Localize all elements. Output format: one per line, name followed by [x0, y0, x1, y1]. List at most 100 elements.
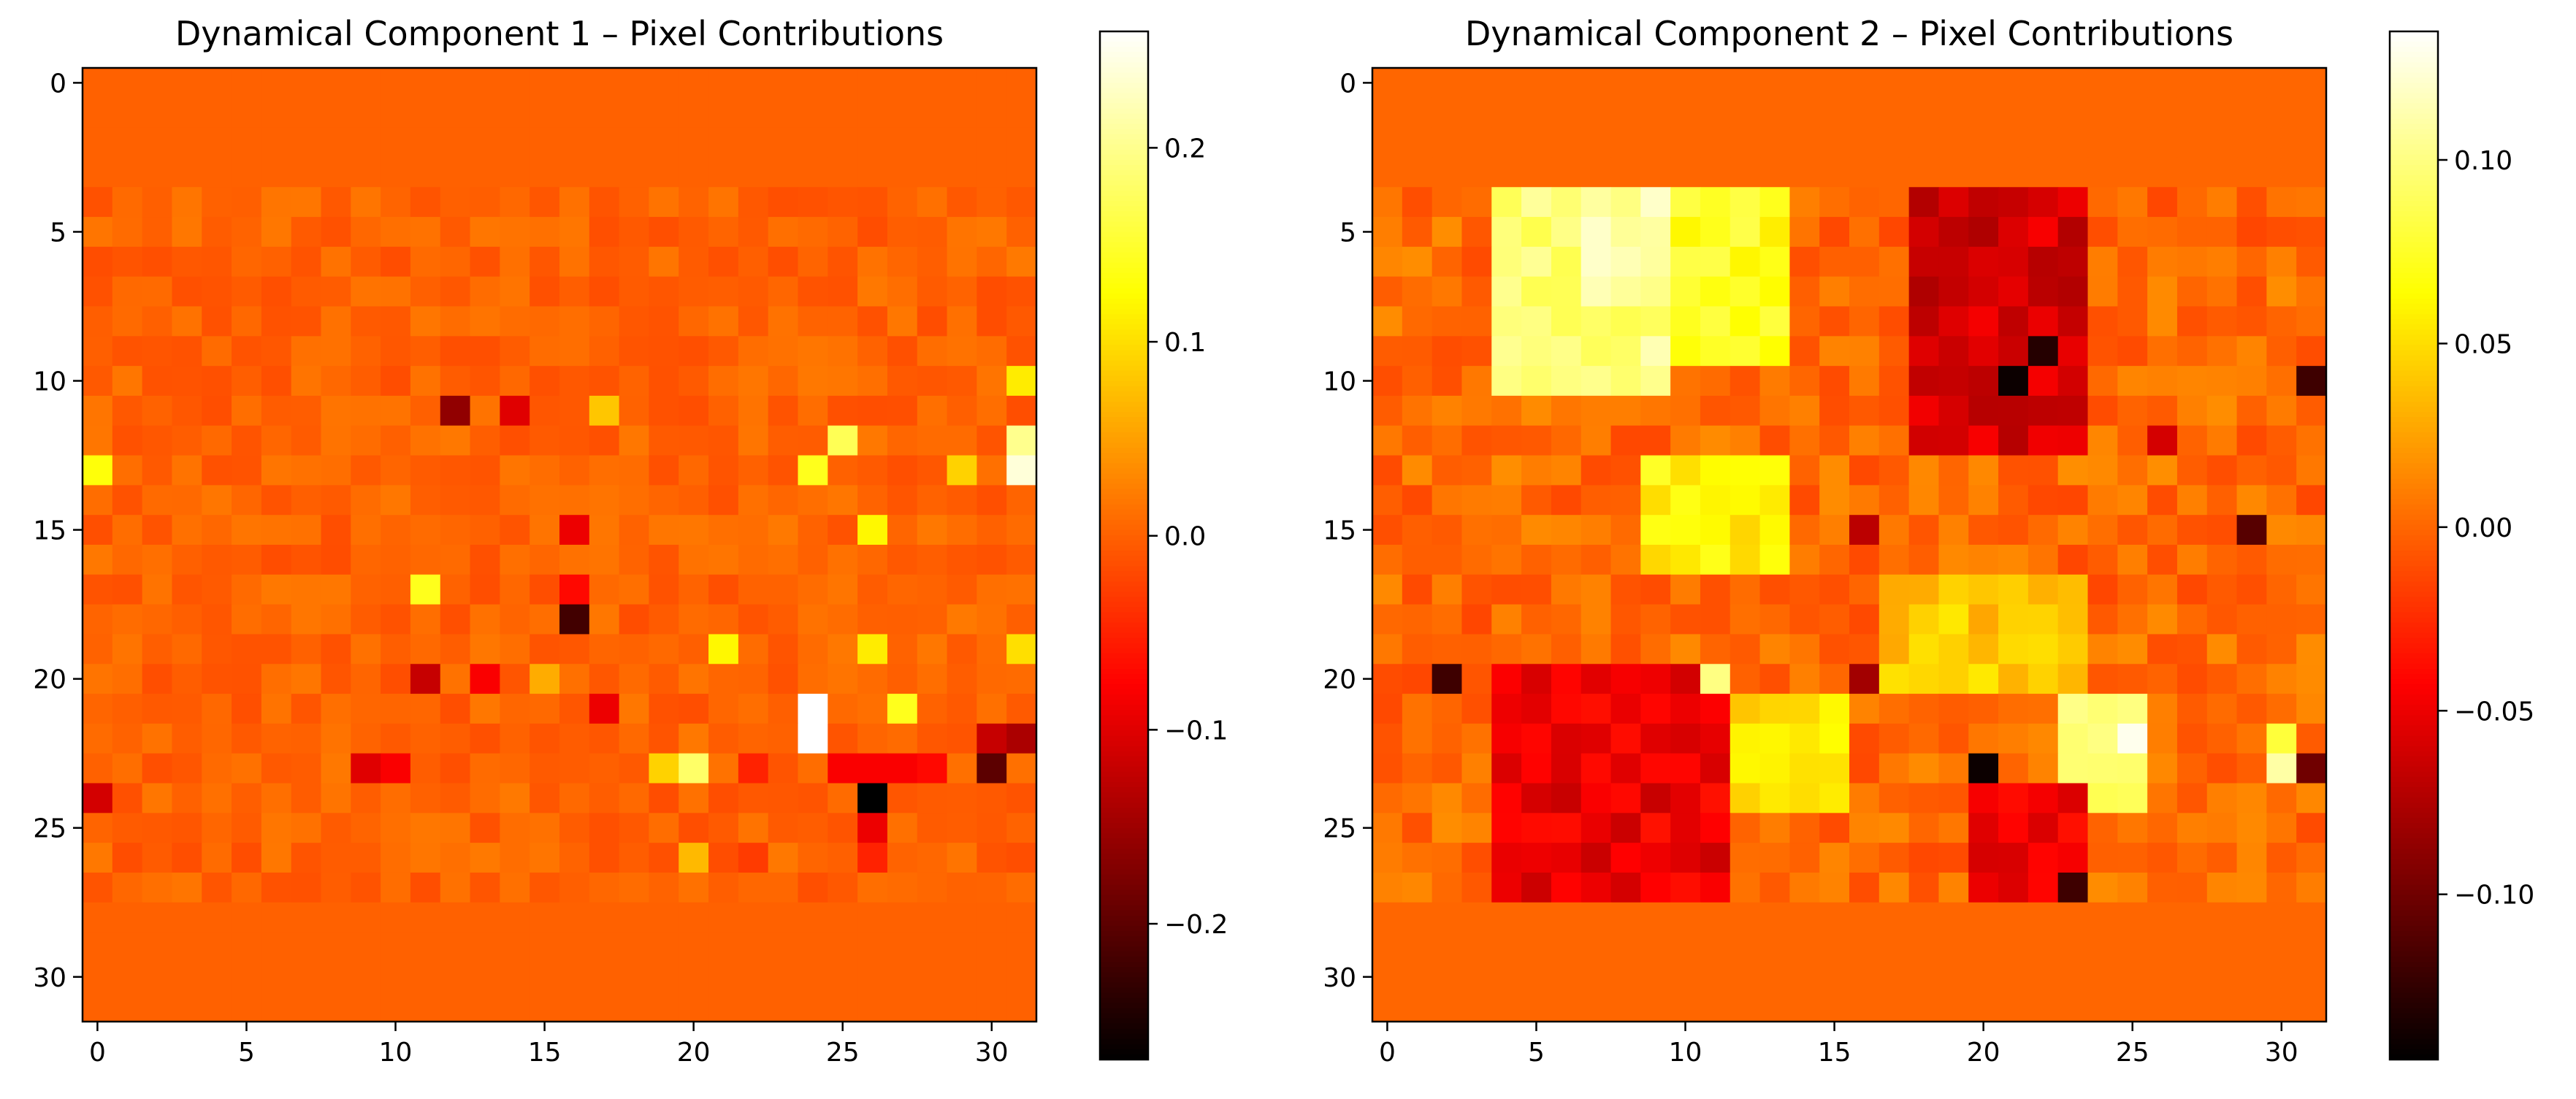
heatmap-cell	[2117, 127, 2148, 158]
heatmap-cell	[1879, 694, 1910, 724]
colorbar-gradient-step	[2390, 262, 2438, 269]
heatmap-cell	[2147, 217, 2178, 248]
heatmap-cell	[172, 545, 202, 575]
colorbar-gradient-step	[1100, 31, 1148, 37]
colorbar-gradient-step	[2390, 730, 2438, 737]
heatmap-cell	[828, 455, 858, 486]
heatmap-cell	[1006, 694, 1037, 724]
heatmap-cell	[2266, 217, 2297, 248]
heatmap-cell	[589, 992, 620, 1022]
heatmap-cell	[1700, 157, 1731, 188]
heatmap-cell	[798, 425, 828, 456]
heatmap-cell	[232, 276, 262, 307]
heatmap-cell	[291, 515, 322, 545]
heatmap-cell	[1610, 753, 1641, 784]
heatmap-cell	[351, 336, 381, 367]
heatmap-cell	[947, 276, 977, 307]
colorbar-gradient-step	[2390, 324, 2438, 330]
heatmap-cell	[917, 753, 948, 784]
chart-title-1: Dynamical Component 1 – Pixel Contributi…	[175, 14, 944, 53]
heatmap-cell	[500, 217, 530, 248]
heatmap-cell	[1610, 813, 1641, 843]
heatmap-cell	[798, 455, 828, 486]
heatmap-cell	[261, 276, 292, 307]
heatmap-cell	[708, 276, 739, 307]
heatmap-cell	[976, 187, 1007, 218]
colorbar-gradient-step	[1100, 612, 1148, 619]
heatmap-cell	[2266, 962, 2297, 992]
heatmap-cell	[1938, 604, 1969, 635]
heatmap-cell	[1938, 366, 1969, 397]
heatmap-cell	[351, 217, 381, 248]
heatmap-cell	[1908, 187, 1940, 218]
heatmap-cell	[1998, 455, 2029, 486]
heatmap-cell	[559, 515, 590, 545]
heatmap-cell	[887, 902, 918, 933]
heatmap-cell	[738, 604, 769, 635]
heatmap-cell	[202, 664, 232, 694]
heatmap-cell	[2206, 604, 2238, 635]
heatmap-cell	[261, 932, 292, 962]
colorbar-gradient-step	[2390, 715, 2438, 721]
heatmap-cell	[1819, 187, 1850, 218]
heatmap-cell	[321, 68, 351, 99]
colorbar-gradient-step	[2390, 314, 2438, 320]
colorbar-gradient-step	[1100, 123, 1148, 130]
heatmap-cell	[83, 395, 113, 426]
heatmap-cell	[649, 694, 679, 724]
heatmap-cell	[172, 366, 202, 397]
heatmap-cell	[1849, 157, 1880, 188]
heatmap-cell	[410, 574, 441, 605]
colorbar-gradient-step	[1100, 617, 1148, 624]
heatmap-cell	[2117, 187, 2148, 218]
heatmap-cell	[887, 545, 918, 575]
heatmap-cell	[261, 604, 292, 635]
heatmap-cell	[1700, 276, 1731, 307]
heatmap-cell	[440, 694, 471, 724]
heatmap-cell	[1789, 604, 1820, 635]
heatmap-cell	[679, 902, 709, 933]
heatmap-cell	[2147, 246, 2178, 277]
heatmap-cell	[857, 455, 888, 486]
heatmap-cell	[1849, 276, 1880, 307]
heatmap-cell	[857, 962, 888, 992]
colorbar-gradient-step	[2390, 437, 2438, 443]
heatmap-cell	[738, 783, 769, 813]
colorbar-gradient-step	[1100, 391, 1148, 397]
heatmap-cell	[2266, 932, 2297, 962]
heatmap-cell	[83, 843, 113, 873]
colorbar-gradient-step	[2390, 627, 2438, 634]
heatmap-cell	[2087, 932, 2118, 962]
colorbar-gradient-step	[2390, 277, 2438, 284]
heatmap-cell	[2147, 574, 2178, 605]
heatmap-cell	[1908, 395, 1940, 426]
colorbar-gradient-step	[1100, 103, 1148, 110]
heatmap-cell	[142, 306, 173, 337]
heatmap-cell	[2147, 753, 2178, 784]
heatmap-cell	[2236, 127, 2267, 158]
heatmap-cell	[1372, 366, 1403, 397]
heatmap-cell	[1006, 246, 1037, 277]
heatmap-cell	[410, 217, 441, 248]
heatmap-cell	[1819, 932, 1850, 962]
heatmap-cell	[1700, 992, 1731, 1022]
heatmap-cell	[2296, 425, 2327, 456]
heatmap-cell	[2206, 276, 2238, 307]
heatmap-cell	[1640, 992, 1671, 1022]
heatmap-cell	[1759, 485, 1790, 516]
heatmap-cell	[1819, 217, 1850, 248]
heatmap-cell	[1461, 97, 1492, 129]
heatmap-cell	[1006, 634, 1037, 665]
heatmap-cell	[1461, 783, 1492, 813]
heatmap-cell	[2296, 962, 2327, 992]
heatmap-cell	[112, 276, 143, 307]
heatmap-cell	[649, 664, 679, 694]
heatmap-cell	[530, 902, 560, 933]
heatmap-cell	[172, 455, 202, 486]
heatmap-cell	[2087, 574, 2118, 605]
heatmap-cell	[589, 425, 620, 456]
colorbar-gradient-step	[2390, 884, 2438, 891]
heatmap-cell	[112, 604, 143, 635]
heatmap-cell	[1670, 574, 1701, 605]
heatmap-cell	[1908, 485, 1940, 516]
